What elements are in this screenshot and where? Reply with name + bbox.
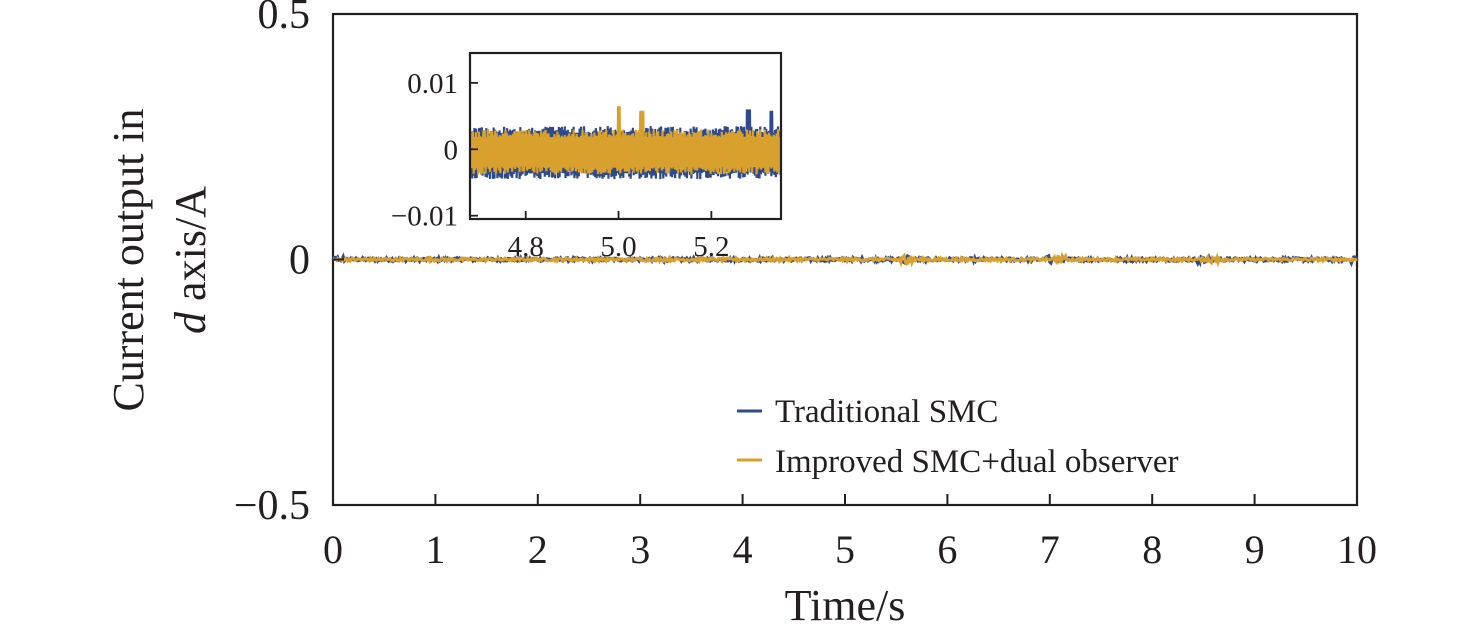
x-tick-label: 7 <box>1040 527 1060 572</box>
inset-chart: 4.8 5.0 5.2 0.01 0 −0.01 <box>391 51 783 263</box>
x-tick-label: 10 <box>1337 527 1377 572</box>
x-tick-label: 6 <box>937 527 957 572</box>
inset-y-axis: 0.01 0 −0.01 <box>391 68 478 233</box>
inset-frame <box>468 51 783 221</box>
y-axis-title-rest: axis/A <box>166 186 215 312</box>
x-tick-label: 3 <box>630 527 650 572</box>
y-axis-title-line2: d axis/A <box>166 186 215 334</box>
y-tick-label: 0.5 <box>258 0 311 38</box>
x-tick-label: 9 <box>1245 527 1265 572</box>
x-tick-label: 1 <box>425 527 445 572</box>
legend: Traditional SMC Improved SMC+dual observ… <box>737 394 1179 480</box>
legend-label-traditional: Traditional SMC <box>775 394 998 430</box>
inset-series-line-improved <box>468 106 783 175</box>
x-tick-label: 5 <box>835 527 855 572</box>
y-axis-title: Current output in d axis/A <box>104 108 215 411</box>
inset-x-tick-label: 5.0 <box>600 231 636 263</box>
series-line-improved <box>332 251 1358 268</box>
y-axis: 0.5 0 −0.5 <box>234 0 344 529</box>
x-axis: 0 1 2 3 4 5 6 7 8 9 10 <box>323 494 1377 572</box>
inset-series-layer <box>468 106 783 180</box>
main-series-layer <box>331 251 1359 268</box>
x-tick-label: 8 <box>1142 527 1162 572</box>
y-axis-title-italic: d <box>166 311 215 334</box>
y-tick-label: −0.5 <box>234 483 310 529</box>
x-axis-title: Time/s <box>785 581 906 630</box>
inset-y-tick-label: 0.01 <box>407 68 458 100</box>
legend-label-improved: Improved SMC+dual observer <box>775 444 1179 480</box>
y-axis-title-line1: Current output in <box>104 108 153 411</box>
x-tick-label: 0 <box>323 527 343 572</box>
x-tick-label: 2 <box>528 527 548 572</box>
inset-y-tick-label: 0 <box>444 134 459 166</box>
y-tick-label: 0 <box>289 238 310 284</box>
inset-x-axis: 4.8 5.0 5.2 <box>508 211 729 263</box>
inset-x-tick-label: 5.2 <box>693 231 729 263</box>
x-tick-label: 4 <box>733 527 753 572</box>
inset-x-tick-label: 4.8 <box>508 231 544 263</box>
inset-y-tick-label: −0.01 <box>391 201 458 233</box>
